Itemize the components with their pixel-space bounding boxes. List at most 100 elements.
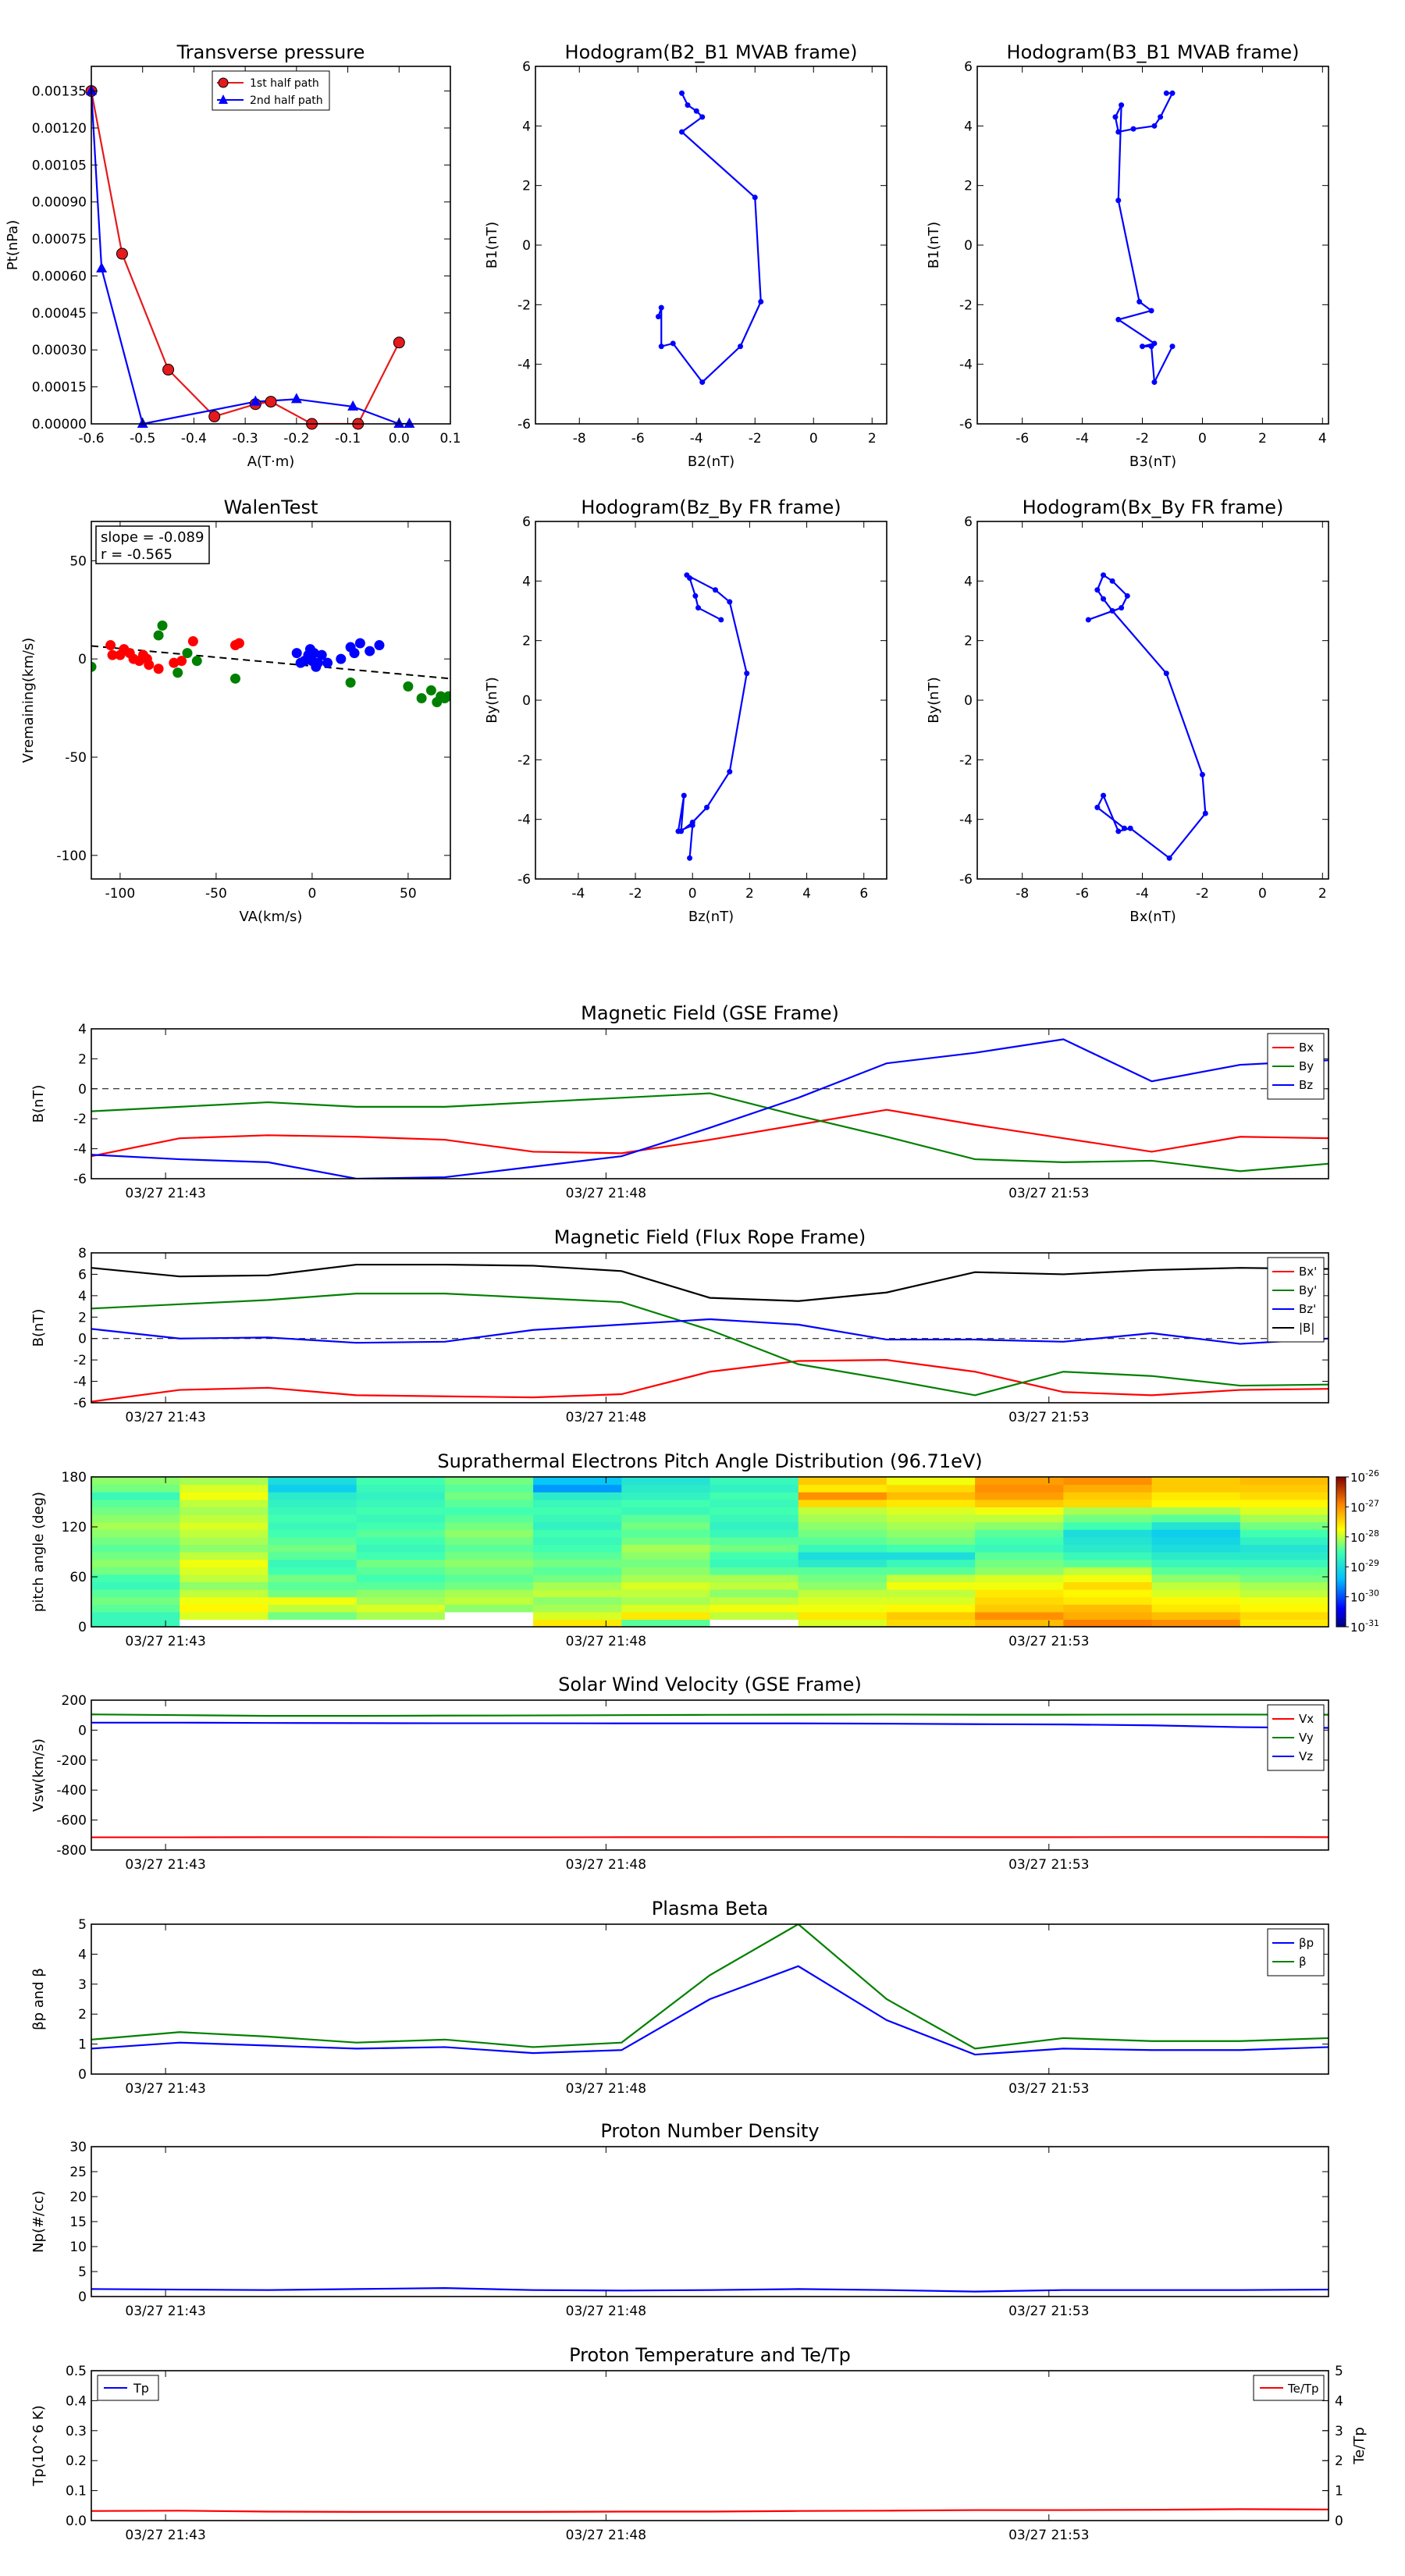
marker-point [1094,587,1101,593]
marker-point [1085,617,1091,623]
plot-area [91,620,450,708]
x-tick-label: -6 [1016,431,1029,447]
scatter-point [354,638,365,649]
y-tick-label: -2 [959,297,973,313]
marker-point [670,340,676,347]
heatmap-cell [1240,1507,1329,1515]
heatmap-cell [886,1582,976,1590]
time-tick-label: 03/27 21:53 [1008,1857,1089,1873]
heatmap-cell [533,1611,622,1620]
heatmap-cell [798,1507,887,1515]
heatmap-cell [710,1619,799,1628]
heatmap-cell [444,1559,534,1567]
heatmap-cell [91,1611,180,1620]
heatmap-cell [180,1492,269,1500]
marker-point [1151,123,1158,129]
heatmap-cell [1151,1619,1241,1628]
time-tick-label: 03/27 21:53 [1008,2528,1089,2543]
plot-area [675,572,750,861]
fit-line [91,645,450,680]
y-tick-label: 0 [78,1332,87,1347]
chart-walen: WalenTest -100 -50 0 50 -100 -50 0 50 VA(km/s) Vre… [20,496,451,925]
heatmap-cell [1063,1611,1153,1620]
scatter-point [105,640,116,651]
scatter-point [403,681,414,692]
heatmap-cell [180,1507,269,1515]
y-tick-label: 6 [78,1267,87,1283]
y-tick-label: 0.00045 [32,306,87,322]
heatmap-cell [533,1514,622,1523]
y-tick-label: -6 [959,417,973,432]
y-tick-label: 0 [964,238,973,254]
heatmap-cell [180,1477,269,1485]
chart-title: Magnetic Field (Flux Rope Frame) [554,1226,866,1248]
x-tick-label: 2 [745,886,754,902]
y-tick-label: 2 [78,1051,87,1067]
heatmap-cell [91,1514,180,1523]
y-tick-label: -2 [73,1112,87,1127]
heatmap-cell [621,1596,711,1605]
heatmap-cell [180,1536,269,1545]
heatmap-cell [1151,1611,1241,1620]
heatmap-cell [1240,1559,1329,1567]
y-tick-label: 0.00060 [32,269,87,284]
series-line [1087,574,1207,859]
y-tick-label: 0.00075 [32,232,87,247]
heatmap-cell [356,1611,446,1620]
heatmap-cell [356,1477,446,1485]
heatmap-cell [1063,1484,1153,1493]
x-tick-label: -4 [571,886,585,902]
y-tick-label: -6 [518,417,531,432]
plot-area [91,1038,1329,1179]
y-tick-label: 4 [78,1947,87,1962]
heatmap-cell [356,1507,446,1515]
heatmap-cell [180,1582,269,1590]
marker-point [1136,299,1143,305]
heatmap-cell [1063,1604,1153,1613]
y-tick-label: 10 [69,2240,87,2255]
y-tick-label: -4 [959,813,973,828]
heatmap-cell [268,1484,357,1493]
heatmap-cell [91,1492,180,1500]
y-tick-label: 180 [62,1470,87,1485]
time-tick-label: 03/27 21:48 [566,1410,646,1425]
marker-point [1163,671,1169,677]
heatmap-cell [444,1484,534,1493]
marker-point [1158,114,1164,120]
heatmap-cell [975,1507,1064,1515]
legend-label: Vx [1299,1712,1314,1726]
scatter-point [91,661,97,672]
time-tick-label: 03/27 21:48 [566,2528,646,2543]
heatmap-cell [886,1596,976,1605]
plot-area [91,91,410,424]
heatmap-cell [1063,1567,1153,1575]
marker-point [347,400,359,411]
scatter-point [349,648,360,659]
heatmap-cell [91,1507,180,1515]
heatmap-cell [444,1596,534,1605]
x-axis-label: Bx(nT) [1129,909,1176,925]
series-line [91,1293,1329,1397]
marker-point [1115,316,1122,322]
heatmap-cell [444,1619,534,1628]
heatmap-cell [798,1559,887,1567]
time-tick-label: 03/27 21:53 [1008,2304,1089,2319]
heatmap-cell [356,1574,446,1582]
time-tick-label: 03/27 21:43 [125,1410,205,1425]
time-tick-label: 03/27 21:53 [1008,1410,1089,1425]
y-tick-label: 2 [964,634,973,649]
scatter-point [191,656,202,667]
heatmap-cell [798,1619,887,1628]
heatmap-cell [621,1507,711,1515]
heatmap-cell [975,1596,1064,1605]
heatmap-cell [975,1604,1064,1613]
heatmap-cell [1063,1507,1153,1515]
y-tick-label: 4 [522,119,531,134]
heatmap-cell [621,1619,711,1628]
heatmap-cell [268,1499,357,1507]
heatmap-cell [268,1611,357,1620]
heatmap-cell [975,1619,1064,1628]
plot-frame [91,521,451,880]
plot-frame [91,2370,1329,2521]
y-axis-label: By(nT) [484,677,500,723]
